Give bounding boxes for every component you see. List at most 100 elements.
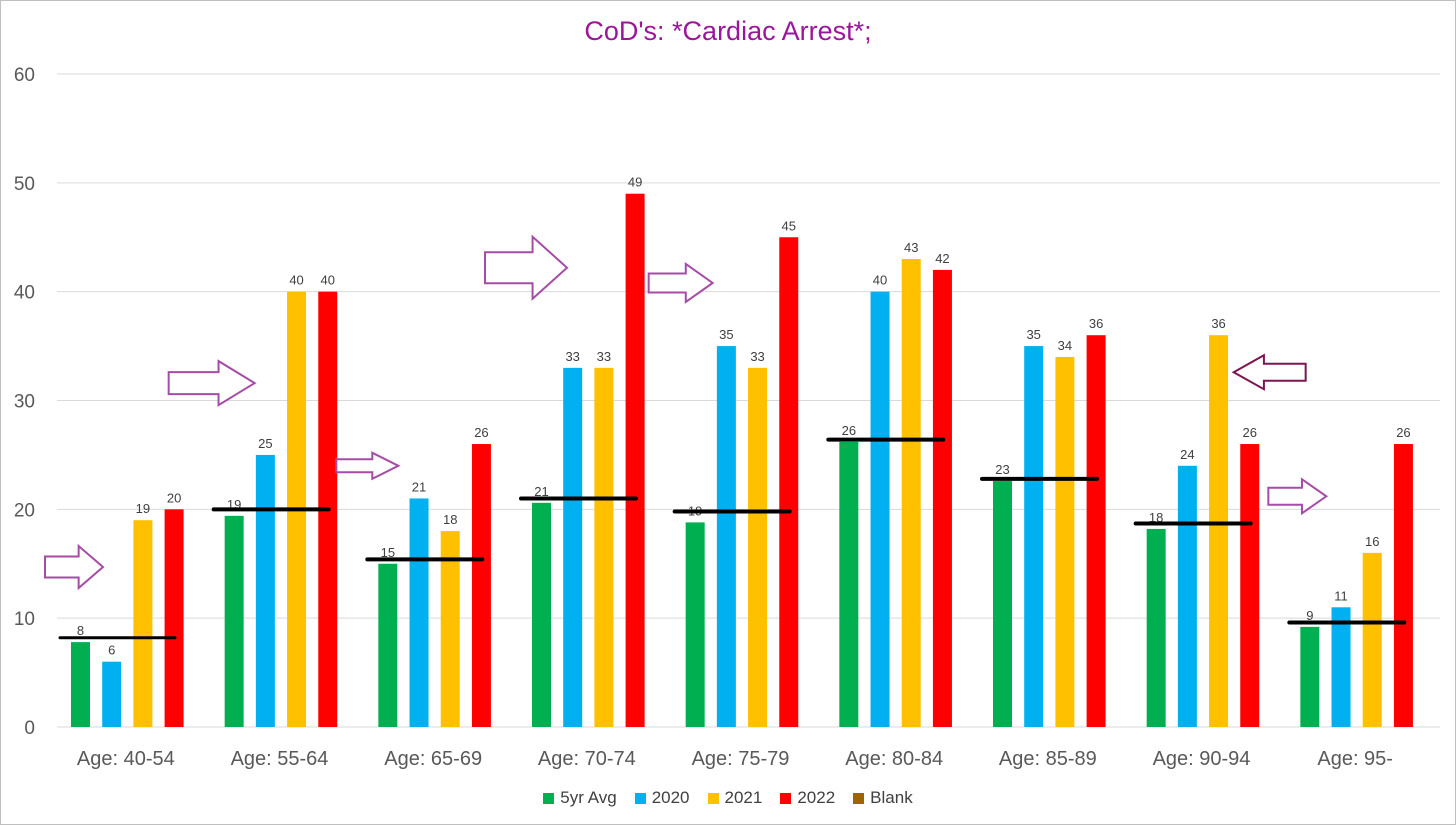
bar-2021-3: [594, 367, 614, 727]
data-label: 24: [1180, 447, 1194, 462]
bar-2020-8: [1331, 607, 1351, 727]
bar-2020-5: [870, 291, 890, 727]
data-label: 40: [321, 273, 335, 288]
legend-item-2020: 2020: [634, 788, 690, 808]
annotation-arrow-right-icon: [44, 543, 105, 591]
x-tick-label: Age: 70-74: [538, 748, 636, 770]
data-label: 40: [289, 273, 303, 288]
bar-2022-4: [779, 237, 799, 727]
bar-2022-2: [471, 444, 491, 727]
data-label: 21: [412, 479, 426, 494]
legend-label: 5yr Avg: [560, 788, 617, 807]
y-tick-label: 50: [14, 174, 35, 195]
data-label: 9: [1306, 608, 1313, 623]
y-tick-label: 30: [14, 392, 35, 413]
data-label: 36: [1211, 316, 1225, 331]
bar-5yr-avg-1: [224, 515, 244, 727]
bar-5yr-avg-3: [532, 502, 551, 727]
x-tick-label: Age: 95-: [1317, 748, 1393, 770]
y-tick-label: 40: [14, 283, 35, 304]
data-label: 18: [443, 512, 457, 527]
bar-2020-3: [563, 367, 583, 727]
legend-swatch: [853, 792, 865, 804]
data-label: 49: [628, 175, 642, 190]
bar-5yr-avg-8: [1300, 626, 1320, 727]
bar-2022-3: [625, 193, 645, 727]
legend-label: 2021: [724, 788, 763, 807]
legend-swatch: [780, 792, 792, 804]
data-label: 40: [873, 273, 887, 288]
data-label: 26: [1396, 425, 1410, 440]
data-label: 16: [1365, 534, 1379, 549]
legend-swatch: [543, 792, 555, 804]
legend-label: 2022: [797, 788, 836, 807]
bar-5yr-avg-5: [839, 441, 859, 727]
data-label: 6: [108, 643, 115, 658]
data-label: 23: [995, 462, 1009, 477]
bar-2020-0: [102, 661, 122, 727]
bar-5yr-avg-2: [378, 563, 398, 727]
data-label: 19: [136, 501, 150, 516]
annotation-arrow-right-icon: [1267, 477, 1329, 516]
bar-2021-0: [133, 520, 153, 727]
data-label: 8: [77, 623, 84, 638]
bar-2020-2: [409, 498, 429, 727]
bar-5yr-avg-4: [685, 522, 705, 727]
bar-2021-4: [748, 367, 768, 727]
data-label: 35: [719, 327, 733, 342]
bar-2022-6: [1086, 335, 1106, 727]
bar-2020-1: [255, 454, 275, 727]
annotation-arrow-right-icon: [647, 262, 715, 304]
bar-2020-4: [716, 346, 736, 727]
y-tick-label: 10: [14, 609, 35, 630]
x-tick-label: Age: 90-94: [1153, 748, 1251, 770]
annotation-arrow-left-icon: [1231, 353, 1307, 391]
x-tick-label: Age: 65-69: [384, 748, 482, 770]
bar-2020-7: [1177, 465, 1197, 727]
data-label: 26: [474, 425, 488, 440]
data-label: 20: [167, 490, 181, 505]
bar-5yr-avg-7: [1146, 528, 1166, 727]
x-tick-label: Age: 85-89: [999, 748, 1097, 770]
data-label: 36: [1089, 316, 1103, 331]
bar-2022-0: [164, 509, 184, 727]
annotation-arrow-right-icon: [335, 451, 401, 481]
legend-item-5yr-avg: 5yr Avg: [543, 788, 617, 808]
data-label: 43: [904, 240, 918, 255]
y-tick-label: 20: [14, 500, 35, 521]
y-tick-label: 0: [24, 718, 35, 739]
legend: 5yr Avg 2020 2021 2022 Blank: [0, 788, 1456, 808]
data-label: 42: [935, 251, 949, 266]
bar-2020-6: [1024, 346, 1044, 727]
annotation-arrow-right-icon: [484, 234, 569, 301]
data-label: 15: [381, 545, 395, 560]
data-label: 35: [1026, 327, 1040, 342]
bar-2022-7: [1240, 444, 1260, 727]
x-tick-label: Age: 40-54: [77, 748, 175, 770]
data-label: 25: [258, 436, 272, 451]
bar-5yr-avg-6: [993, 481, 1012, 727]
annotation-arrow-right-icon: [167, 359, 257, 407]
bar-5yr-avg-0: [71, 642, 90, 727]
legend-item-blank: Blank: [853, 788, 913, 808]
bar-2022-8: [1393, 444, 1413, 727]
legend-item-2021: 2021: [707, 788, 763, 808]
bar-2022-5: [932, 269, 952, 727]
data-label: 34: [1058, 338, 1072, 353]
bar-2021-8: [1362, 552, 1382, 727]
x-tick-label: Age: 80-84: [845, 748, 943, 770]
bar-2021-6: [1055, 356, 1075, 727]
data-label: 11: [1334, 588, 1348, 603]
data-label: 26: [1243, 425, 1257, 440]
bar-2021-2: [440, 531, 460, 727]
y-tick-label: 60: [14, 65, 35, 86]
data-label: 33: [597, 349, 611, 364]
x-tick-label: Age: 55-64: [231, 748, 329, 770]
data-label: 21: [534, 484, 548, 499]
bar-2021-7: [1209, 335, 1229, 727]
chart-title: CoD's: *Cardiac Arrest*;: [584, 16, 872, 46]
x-tick-label: Age: 75-79: [692, 748, 790, 770]
legend-item-2022: 2022: [780, 788, 835, 808]
data-label: 33: [750, 349, 764, 364]
legend-swatch: [634, 792, 646, 804]
